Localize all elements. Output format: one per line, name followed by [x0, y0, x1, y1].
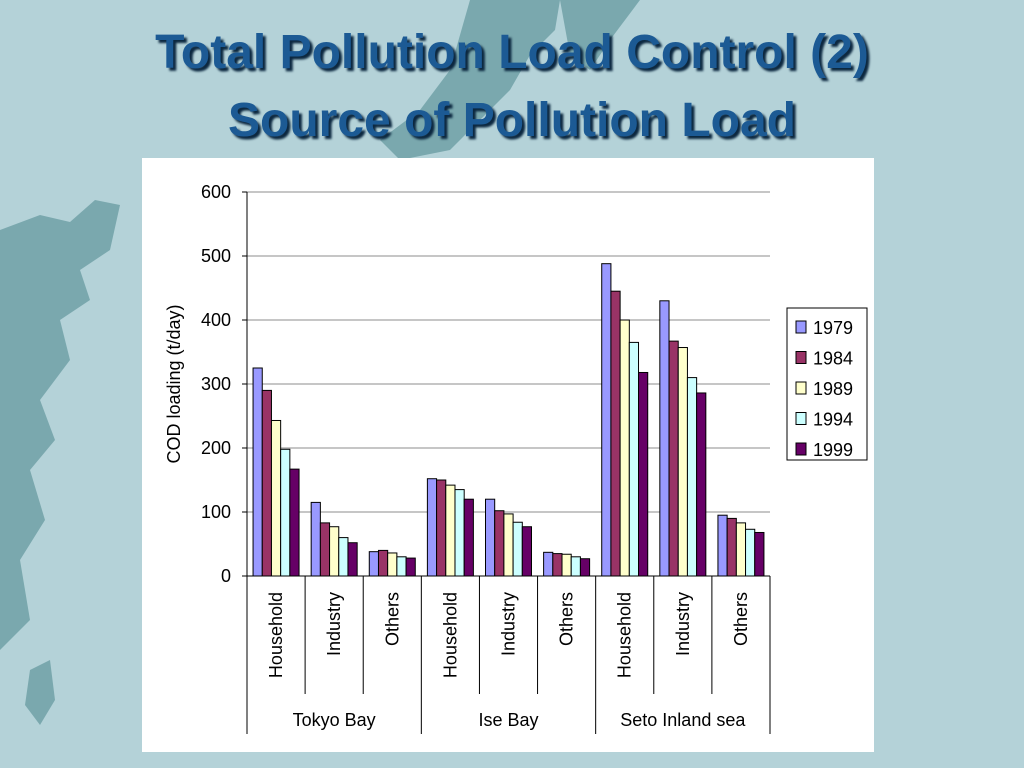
bar-1994-2: [338, 537, 349, 577]
legend-label: 1979: [813, 318, 853, 338]
bar-1989-2: [329, 526, 340, 577]
bar-chart: 0 100 200 300 400 500 600 COD loading (t/day) Ho…: [164, 182, 868, 734]
bar-1994-7: [628, 341, 640, 577]
bar-1979-4: [426, 478, 438, 577]
legend-label: 1984: [813, 349, 853, 369]
legend-swatch: [795, 412, 807, 425]
bar-1999-2: [347, 542, 358, 577]
slide-title-line-1: Total Pollution Load Control (2): [155, 26, 869, 79]
bar-1989-4: [445, 484, 456, 577]
bar-1984-4: [436, 479, 447, 577]
bar-1999-4: [463, 498, 474, 577]
bar-1989-9: [735, 522, 747, 577]
category-label: Industry: [499, 592, 519, 656]
bar-1979-1: [252, 367, 263, 577]
bar-1999-7: [638, 371, 649, 577]
bar-1999-8: [696, 392, 707, 577]
legend-swatch: [795, 442, 807, 456]
bar-1989-7: [619, 319, 630, 577]
bar-1999-5: [521, 526, 532, 577]
bar-1984-3: [377, 549, 389, 577]
legend-label: 1994: [813, 410, 853, 430]
bar-1984-5: [494, 510, 505, 577]
category-label: Others: [382, 592, 402, 646]
category-label: Industry: [673, 592, 693, 656]
category-label: Industry: [324, 592, 344, 656]
bar-1979-6: [543, 551, 554, 577]
bar-1994-8: [686, 377, 698, 577]
category-label: Household: [440, 592, 460, 678]
y-tick-label: 200: [201, 438, 231, 458]
bar-1979-8: [659, 300, 670, 577]
bar-1999-9: [754, 531, 765, 577]
land-kamchatka: [560, 0, 640, 70]
bar-1994-9: [745, 528, 756, 577]
bar-1994-1: [280, 448, 291, 577]
slide-title-line-2: Source of Pollution Load: [228, 94, 796, 147]
y-tick-label: 300: [201, 374, 231, 394]
category-label: Household: [266, 592, 286, 678]
bar-1984-2: [319, 522, 331, 577]
category-label: Household: [615, 592, 635, 678]
legend-swatch: [795, 381, 807, 395]
bar-1979-9: [717, 514, 728, 577]
group-label: Ise Bay: [478, 710, 538, 730]
legend-swatch: [795, 320, 807, 334]
y-tick-label: 500: [201, 246, 231, 266]
bar-1989-6: [561, 553, 572, 577]
legend-swatch: [795, 351, 807, 364]
y-tick-label: 100: [201, 502, 231, 522]
bar-1994-4: [454, 489, 465, 577]
bar-1999-6: [579, 558, 591, 577]
bar-1984-1: [261, 389, 272, 577]
land-mainland: [0, 200, 120, 650]
y-tick-label: 600: [201, 182, 231, 202]
bar-1984-8: [668, 340, 679, 577]
bar-1979-7: [601, 263, 612, 577]
category-label: Others: [557, 592, 577, 646]
bar-1979-3: [368, 551, 379, 577]
bar-1984-6: [552, 553, 563, 577]
bar-1994-5: [512, 521, 523, 577]
bar-1984-7: [610, 290, 621, 577]
legend-label: 1999: [813, 440, 853, 460]
bar-1979-5: [485, 498, 496, 577]
y-axis-label: COD loading (t/day): [164, 304, 184, 463]
bar-1989-3: [387, 552, 398, 577]
land-taiwan: [25, 660, 55, 725]
bar-1989-8: [677, 347, 688, 577]
bar-1989-1: [270, 419, 282, 577]
bar-1999-3: [405, 557, 416, 577]
category-label: Others: [731, 592, 751, 646]
chart-panel: 0 100 200 300 400 500 600 COD loading (t/day) Ho…: [142, 158, 874, 752]
land-japan-north: [380, 0, 560, 160]
legend-label: 1989: [813, 379, 853, 399]
group-label: Seto Inland sea: [620, 710, 746, 730]
bar-1979-2: [310, 501, 321, 577]
bar-1989-5: [503, 513, 514, 577]
y-tick-label: 0: [221, 566, 231, 586]
y-tick-label: 400: [201, 310, 231, 330]
bar-1984-9: [726, 517, 737, 577]
bar-1999-1: [289, 468, 300, 577]
bar-1994-3: [396, 556, 407, 577]
group-label: Tokyo Bay: [293, 710, 376, 730]
bar-1994-6: [570, 556, 581, 577]
